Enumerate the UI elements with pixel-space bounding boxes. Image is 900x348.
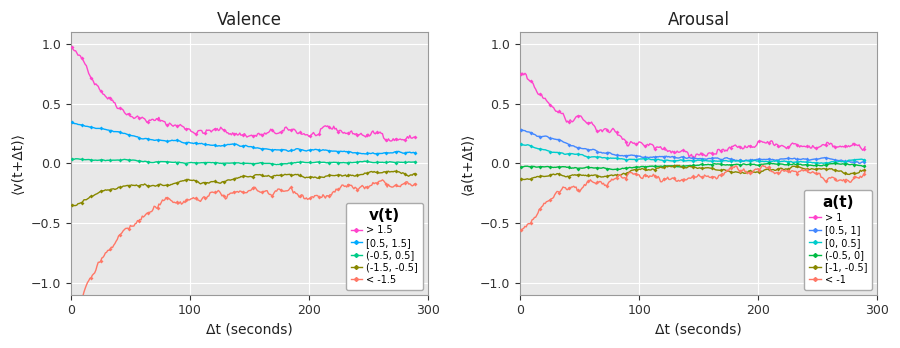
- X-axis label: Δt (seconds): Δt (seconds): [655, 323, 742, 337]
- Title: Arousal: Arousal: [668, 11, 730, 29]
- Legend: > 1.5, [0.5, 1.5], (-0.5, 0.5], (-1.5, -0.5], < -1.5: > 1.5, [0.5, 1.5], (-0.5, 0.5], (-1.5, -…: [346, 203, 423, 290]
- Y-axis label: ⟨v(t+Δt)⟩: ⟨v(t+Δt)⟩: [11, 132, 25, 194]
- Title: Valence: Valence: [217, 11, 282, 29]
- X-axis label: Δt (seconds): Δt (seconds): [206, 323, 292, 337]
- Y-axis label: ⟨a(t+Δt)⟩: ⟨a(t+Δt)⟩: [461, 132, 474, 195]
- Legend: > 1, [0.5, 1], [0, 0.5], (-0.5, 0], [-1, -0.5], < -1: > 1, [0.5, 1], [0, 0.5], (-0.5, 0], [-1,…: [805, 190, 872, 290]
